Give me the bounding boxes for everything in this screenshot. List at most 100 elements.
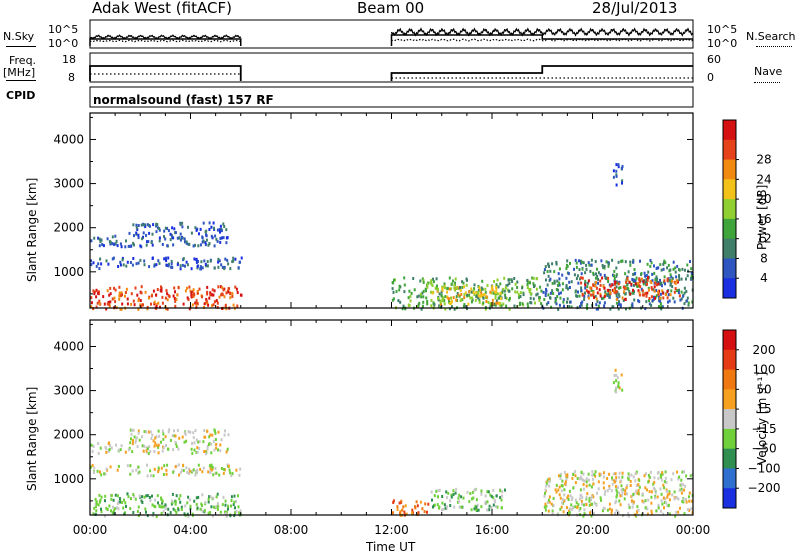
power-cell <box>669 283 672 287</box>
velocity-cell <box>458 493 461 497</box>
power-cell <box>674 282 677 286</box>
velocity-cell <box>683 470 685 474</box>
power-cell <box>125 287 128 291</box>
power-cell <box>191 293 194 297</box>
velocity-cell <box>193 441 196 445</box>
velocity-cell <box>112 509 115 513</box>
freq-label: Freq. <box>9 54 37 67</box>
velocity-cell <box>126 492 129 496</box>
velocity-cell <box>104 499 106 503</box>
velocity-cell <box>157 501 159 505</box>
power-cell <box>145 233 148 237</box>
power-cell <box>223 225 226 228</box>
velocity-cell <box>215 446 218 450</box>
power-cell <box>146 307 149 311</box>
power-cell <box>535 277 538 281</box>
power-cell <box>652 295 655 299</box>
power-cell <box>179 264 182 268</box>
power-cell <box>624 272 627 276</box>
power-cell <box>687 301 690 305</box>
power-cell <box>470 290 473 294</box>
power-cell <box>552 292 555 295</box>
velocity-cell <box>214 438 217 441</box>
velocity-cell <box>627 472 630 476</box>
power-cell <box>549 291 552 295</box>
power-cell <box>440 293 443 297</box>
velocity-cell <box>134 440 137 444</box>
velocity-cell <box>112 505 114 509</box>
velocity-cell <box>155 515 158 518</box>
power-cell <box>133 303 136 307</box>
power-cell <box>623 290 626 294</box>
power-cell <box>141 303 144 307</box>
power-cell <box>471 298 474 302</box>
power-cell <box>569 261 571 265</box>
power-cell <box>680 297 683 301</box>
velocity-cell <box>211 514 214 518</box>
velocity-cell <box>460 505 463 509</box>
velocity-cell <box>486 490 489 494</box>
power-cell <box>686 296 689 300</box>
power-cell <box>112 256 115 260</box>
power-cell <box>471 296 474 300</box>
velocity-cell <box>146 447 149 451</box>
power-cell <box>553 281 556 285</box>
power-cell <box>601 297 603 300</box>
power-cell <box>432 280 435 284</box>
power-cell <box>590 293 593 297</box>
velocity-cell <box>94 497 97 501</box>
velocity-cell <box>602 471 605 475</box>
power-colorbar-segment <box>723 258 736 279</box>
power-cell <box>559 291 562 295</box>
velocity-cell <box>547 498 550 502</box>
power-cell <box>137 307 140 311</box>
power-cell <box>131 263 134 267</box>
velocity-cell <box>233 500 236 504</box>
velocity-cell <box>207 470 210 474</box>
power-cell <box>391 298 394 302</box>
velocity-cell <box>593 501 596 505</box>
velocity-cell <box>187 430 190 434</box>
velocity-cell <box>656 495 659 499</box>
velocity-cell <box>488 508 491 512</box>
power-cell <box>676 264 679 268</box>
velocity-cell <box>453 505 456 509</box>
velocity-cell <box>596 491 598 495</box>
power-cell <box>526 286 529 289</box>
velocity-cell <box>170 499 173 503</box>
power-cell <box>609 290 611 294</box>
velocity-cell <box>229 514 232 518</box>
velocity-cell <box>480 492 483 496</box>
velocity-cell <box>450 495 453 499</box>
power-cell <box>416 305 419 309</box>
velocity-cell <box>109 465 112 469</box>
velocity-cell <box>201 493 204 497</box>
power-cell <box>638 300 641 304</box>
power-cell <box>558 283 561 287</box>
velocity-cell <box>234 511 236 515</box>
velocity-cell <box>593 511 595 515</box>
power-cell <box>454 277 457 281</box>
power-cell <box>460 292 463 296</box>
velocity-cell <box>661 471 664 475</box>
velocity-cell <box>659 487 662 491</box>
velocity-cell <box>195 503 198 506</box>
velocity-cell <box>458 505 461 509</box>
power-cell <box>163 257 166 261</box>
velocity-cell <box>186 470 189 474</box>
nsky-noise-1 <box>89 34 242 40</box>
velocity-cell <box>588 483 591 487</box>
power-colorbar-tick-label: 20 <box>756 192 771 206</box>
power-cell <box>680 290 683 294</box>
power-cell <box>232 303 235 307</box>
power-cell <box>101 243 104 246</box>
power-cell <box>505 304 508 308</box>
velocity-cell <box>602 509 604 513</box>
power-cell <box>409 299 412 303</box>
power-cell <box>165 259 168 263</box>
power-cell <box>650 295 653 299</box>
power-cell <box>196 302 199 306</box>
velocity-cell <box>662 496 665 500</box>
power-cell <box>575 265 578 269</box>
power-cell <box>450 282 453 286</box>
